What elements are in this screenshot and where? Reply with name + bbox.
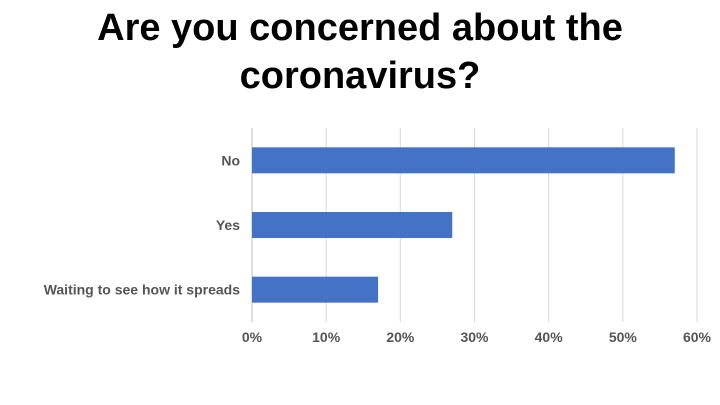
x-tick-label: 10% (312, 329, 341, 345)
x-tick-label: 50% (609, 329, 638, 345)
chart-title: Are you concerned about the coronavirus? (0, 4, 720, 100)
category-label: No (221, 152, 240, 168)
x-tick-label: 0% (242, 329, 263, 345)
x-tick-label: 20% (386, 329, 415, 345)
bar (252, 276, 379, 303)
bars (252, 147, 675, 303)
chart-title-line-1: Are you concerned about the (97, 7, 623, 49)
x-tick-label: 40% (535, 329, 564, 345)
chart-title-line-2: coronavirus? (239, 55, 481, 97)
x-axis-tick-labels: 0% 10% 20% 30% 40% 50% 60% (242, 329, 712, 345)
category-label: Waiting to see how it spreads (44, 282, 241, 298)
bar (252, 212, 453, 238)
x-tick-label: 60% (683, 329, 712, 345)
category-labels: No Yes Waiting to see how it spreads (44, 152, 241, 297)
category-label: Yes (216, 217, 240, 233)
x-tick-label: 30% (460, 329, 489, 345)
bar (252, 147, 675, 174)
